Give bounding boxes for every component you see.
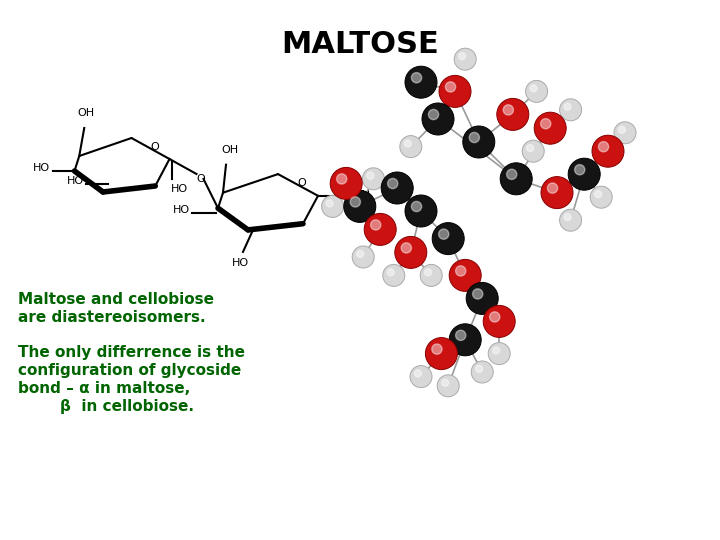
Circle shape bbox=[595, 191, 602, 198]
Circle shape bbox=[366, 172, 374, 179]
Circle shape bbox=[336, 174, 347, 184]
Circle shape bbox=[456, 330, 466, 340]
Text: OH: OH bbox=[353, 190, 370, 200]
Circle shape bbox=[497, 98, 528, 130]
Text: O: O bbox=[196, 174, 205, 184]
Text: MALTOSE: MALTOSE bbox=[281, 30, 439, 59]
Circle shape bbox=[454, 48, 476, 70]
Circle shape bbox=[415, 370, 421, 377]
Circle shape bbox=[362, 168, 384, 190]
Circle shape bbox=[326, 200, 333, 207]
Text: The only differrence is the: The only differrence is the bbox=[18, 345, 245, 360]
Circle shape bbox=[490, 312, 500, 322]
Circle shape bbox=[507, 169, 517, 179]
Text: configuration of glycoside: configuration of glycoside bbox=[18, 363, 241, 378]
Circle shape bbox=[352, 246, 374, 268]
Circle shape bbox=[428, 110, 438, 120]
Text: are diastereoisomers.: are diastereoisomers. bbox=[18, 310, 206, 325]
Circle shape bbox=[322, 195, 343, 218]
Circle shape bbox=[526, 145, 534, 152]
Text: HO: HO bbox=[67, 176, 84, 186]
Circle shape bbox=[405, 195, 437, 227]
Circle shape bbox=[541, 119, 551, 129]
Circle shape bbox=[449, 324, 481, 356]
Circle shape bbox=[618, 126, 626, 133]
Text: HO: HO bbox=[231, 258, 248, 268]
Circle shape bbox=[387, 269, 395, 276]
Circle shape bbox=[400, 136, 422, 158]
Circle shape bbox=[364, 213, 396, 245]
Text: β  in cellobiose.: β in cellobiose. bbox=[18, 399, 194, 414]
Circle shape bbox=[438, 229, 449, 239]
Circle shape bbox=[383, 265, 405, 286]
Circle shape bbox=[598, 141, 608, 152]
Circle shape bbox=[541, 177, 573, 208]
Text: HO: HO bbox=[33, 163, 50, 173]
Circle shape bbox=[467, 282, 498, 314]
Circle shape bbox=[568, 158, 600, 190]
Circle shape bbox=[344, 191, 376, 222]
Circle shape bbox=[410, 366, 432, 388]
Circle shape bbox=[469, 132, 480, 143]
Circle shape bbox=[534, 112, 566, 144]
Circle shape bbox=[411, 201, 422, 212]
Circle shape bbox=[446, 82, 456, 92]
Text: HO: HO bbox=[171, 184, 188, 194]
Circle shape bbox=[526, 80, 548, 103]
Circle shape bbox=[559, 99, 582, 121]
Circle shape bbox=[371, 220, 381, 230]
Circle shape bbox=[592, 135, 624, 167]
Circle shape bbox=[426, 338, 457, 369]
Circle shape bbox=[614, 122, 636, 144]
Circle shape bbox=[437, 375, 459, 397]
Circle shape bbox=[411, 72, 422, 83]
Circle shape bbox=[522, 140, 544, 162]
Circle shape bbox=[492, 347, 500, 354]
Circle shape bbox=[459, 52, 466, 59]
Circle shape bbox=[590, 186, 612, 208]
Circle shape bbox=[564, 214, 571, 221]
Circle shape bbox=[395, 237, 427, 268]
Circle shape bbox=[575, 165, 585, 175]
Circle shape bbox=[476, 366, 482, 373]
Circle shape bbox=[420, 265, 442, 286]
Circle shape bbox=[356, 251, 364, 258]
Text: bond – α in maltose,: bond – α in maltose, bbox=[18, 381, 190, 396]
Circle shape bbox=[488, 342, 510, 365]
Circle shape bbox=[401, 243, 411, 253]
Circle shape bbox=[472, 289, 483, 299]
Circle shape bbox=[381, 172, 413, 204]
Circle shape bbox=[425, 269, 432, 276]
Circle shape bbox=[483, 306, 516, 338]
Circle shape bbox=[350, 197, 361, 207]
Circle shape bbox=[404, 140, 411, 147]
Circle shape bbox=[564, 103, 571, 110]
Circle shape bbox=[422, 103, 454, 135]
Text: Maltose and cellobiose: Maltose and cellobiose bbox=[18, 292, 214, 307]
Circle shape bbox=[503, 105, 513, 115]
Circle shape bbox=[432, 344, 442, 354]
Circle shape bbox=[441, 379, 449, 386]
Circle shape bbox=[471, 361, 493, 383]
Text: OH: OH bbox=[222, 145, 238, 154]
Circle shape bbox=[559, 209, 582, 231]
Text: O: O bbox=[150, 141, 159, 152]
Circle shape bbox=[439, 76, 471, 107]
Circle shape bbox=[387, 178, 398, 188]
Text: O: O bbox=[297, 178, 307, 188]
Circle shape bbox=[456, 266, 466, 276]
Circle shape bbox=[449, 259, 481, 292]
Circle shape bbox=[463, 126, 495, 158]
Circle shape bbox=[530, 85, 537, 92]
Circle shape bbox=[500, 163, 532, 195]
Text: HO: HO bbox=[173, 205, 190, 215]
Circle shape bbox=[432, 222, 464, 254]
Text: OH: OH bbox=[78, 108, 95, 118]
Circle shape bbox=[330, 167, 362, 199]
Circle shape bbox=[405, 66, 437, 98]
Circle shape bbox=[547, 183, 557, 193]
